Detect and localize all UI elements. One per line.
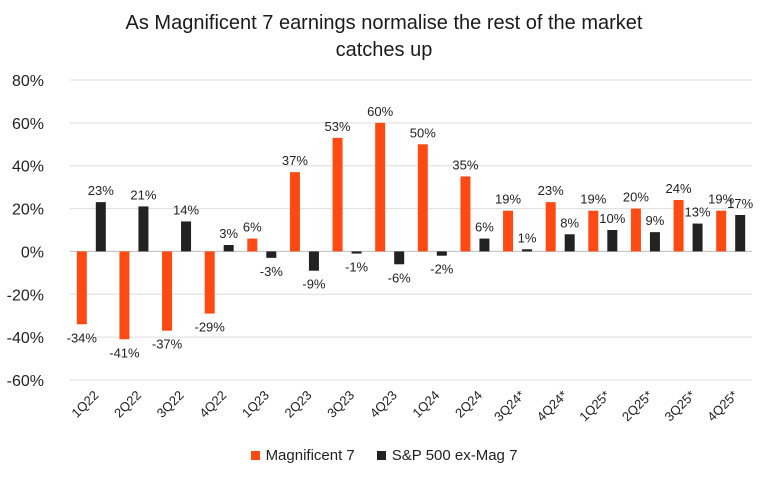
data-label-s-p-500-ex-mag-7-1q23: -3% xyxy=(260,264,284,279)
chart-title-line-2: catches up xyxy=(335,39,433,61)
bar-s-p-500-ex-mag-7-1q25 xyxy=(607,230,618,252)
bar-s-p-500-ex-mag-7-4q23 xyxy=(394,251,405,265)
bar-magnificent-7-1q22 xyxy=(76,251,87,325)
bar-magnificent-7-4q22 xyxy=(204,251,215,314)
legend-item-magnificent-7: Magnificent 7 xyxy=(250,447,355,464)
data-label-s-p-500-ex-mag-7-1q24: -2% xyxy=(430,262,454,277)
data-label-s-p-500-ex-mag-7-3q22: 14% xyxy=(173,202,199,217)
data-label-magnificent-7-2q25: 20% xyxy=(623,190,649,205)
bar-magnificent-7-4q23 xyxy=(375,122,386,252)
bar-magnificent-7-2q24 xyxy=(460,176,471,252)
bar-magnificent-7-4q25 xyxy=(716,210,727,252)
data-label-s-p-500-ex-mag-7-3q24: 1% xyxy=(518,230,537,245)
x-tick-label-3q23: 3Q23 xyxy=(324,388,357,421)
data-label-magnificent-7-2q22: -41% xyxy=(109,345,140,360)
x-tick-label-4q23: 4Q23 xyxy=(367,388,400,421)
bar-s-p-500-ex-mag-7-2q22 xyxy=(138,206,149,252)
x-tick-label-4q24: 4Q24* xyxy=(534,388,571,425)
x-tick-label-2q25: 2Q25* xyxy=(619,388,656,425)
x-tick-label-1q23: 1Q23 xyxy=(239,388,272,421)
data-label-s-p-500-ex-mag-7-4q23: -6% xyxy=(388,270,412,285)
bar-magnificent-7-1q25 xyxy=(588,210,599,252)
bar-s-p-500-ex-mag-7-2q23 xyxy=(308,251,319,271)
bar-magnificent-7-2q23 xyxy=(289,172,300,252)
x-tick-label-4q25: 4Q25* xyxy=(704,388,741,425)
chart-title-line-1: As Magnificent 7 earnings normalise the … xyxy=(125,12,643,34)
x-tick-label-3q22: 3Q22 xyxy=(154,388,187,421)
bar-s-p-500-ex-mag-7-1q22 xyxy=(95,202,106,252)
y-tick-label: -40% xyxy=(7,330,44,347)
bar-magnificent-7-2q25 xyxy=(630,208,641,252)
y-tick-label: 20% xyxy=(12,202,44,219)
y-tick-label: 60% xyxy=(12,116,44,133)
data-label-s-p-500-ex-mag-7-2q24: 6% xyxy=(475,220,494,235)
bar-magnificent-7-4q24 xyxy=(545,202,556,252)
y-tick-label: 40% xyxy=(12,159,44,176)
data-label-magnificent-7-2q24: 35% xyxy=(452,157,478,172)
data-label-s-p-500-ex-mag-7-2q25: 9% xyxy=(646,213,665,228)
y-tick-label: -60% xyxy=(7,373,44,390)
data-label-magnificent-7-4q24: 23% xyxy=(538,183,564,198)
bar-s-p-500-ex-mag-7-1q24 xyxy=(436,251,447,256)
data-label-s-p-500-ex-mag-7-3q23: -1% xyxy=(345,260,369,275)
data-label-magnificent-7-4q25: 19% xyxy=(708,192,734,207)
bar-s-p-500-ex-mag-7-2q24 xyxy=(479,238,490,252)
data-label-magnificent-7-3q23: 53% xyxy=(325,119,351,134)
bar-s-p-500-ex-mag-7-4q22 xyxy=(223,245,234,252)
bar-magnificent-7-3q22 xyxy=(162,251,173,331)
x-tick-label-1q25: 1Q25* xyxy=(576,388,613,425)
bar-magnificent-7-1q23 xyxy=(247,238,258,252)
data-label-s-p-500-ex-mag-7-3q25: 13% xyxy=(685,205,711,220)
x-tick-label-2q24: 2Q24 xyxy=(452,388,485,421)
data-label-magnificent-7-3q24: 19% xyxy=(495,192,521,207)
bar-magnificent-7-3q23 xyxy=(332,137,343,252)
data-label-magnificent-7-1q25: 19% xyxy=(580,192,606,207)
data-label-magnificent-7-1q22: -34% xyxy=(67,330,98,345)
data-label-s-p-500-ex-mag-7-1q25: 10% xyxy=(599,211,625,226)
x-tick-label-2q22: 2Q22 xyxy=(111,388,144,421)
data-label-magnificent-7-2q23: 37% xyxy=(282,153,308,168)
data-label-s-p-500-ex-mag-7-4q25: 17% xyxy=(727,196,753,211)
x-tick-label-1q22: 1Q22 xyxy=(68,388,101,421)
legend-swatch-magnificent-7 xyxy=(250,451,260,460)
x-tick-label-3q25: 3Q25* xyxy=(662,388,699,425)
data-label-magnificent-7-1q24: 50% xyxy=(410,125,436,140)
bar-magnificent-7-2q22 xyxy=(119,251,130,340)
data-label-s-p-500-ex-mag-7-2q23: -9% xyxy=(302,277,326,292)
bar-s-p-500-ex-mag-7-4q25 xyxy=(735,215,746,252)
data-label-s-p-500-ex-mag-7-2q22: 21% xyxy=(130,187,156,202)
bar-s-p-500-ex-mag-7-2q25 xyxy=(649,232,660,252)
bar-s-p-500-ex-mag-7-3q22 xyxy=(181,221,192,252)
legend-item-sp500-ex-mag7: S&P 500 ex-Mag 7 xyxy=(376,447,518,464)
x-tick-label-4q22: 4Q22 xyxy=(196,388,229,421)
data-label-magnificent-7-3q22: -37% xyxy=(152,337,183,352)
bar-s-p-500-ex-mag-7-3q23 xyxy=(351,251,362,254)
bar-s-p-500-ex-mag-7-1q23 xyxy=(266,251,277,258)
x-tick-label-3q24: 3Q24* xyxy=(491,388,528,425)
bar-s-p-500-ex-mag-7-3q25 xyxy=(692,223,703,252)
data-label-magnificent-7-3q25: 24% xyxy=(666,181,692,196)
bar-magnificent-7-1q24 xyxy=(417,144,428,252)
data-label-s-p-500-ex-mag-7-4q22: 3% xyxy=(219,226,238,241)
data-label-magnificent-7-4q23: 60% xyxy=(367,104,393,119)
y-tick-label: 80% xyxy=(12,73,44,90)
bar-magnificent-7-3q24 xyxy=(503,210,514,252)
legend-swatch-sp500-ex-mag7 xyxy=(376,451,386,460)
data-label-magnificent-7-1q23: 6% xyxy=(243,220,262,235)
x-tick-label-1q24: 1Q24 xyxy=(409,388,442,421)
bar-s-p-500-ex-mag-7-3q24 xyxy=(522,249,533,252)
data-label-s-p-500-ex-mag-7-1q22: 23% xyxy=(88,183,114,198)
bar-magnificent-7-3q25 xyxy=(673,200,684,252)
y-tick-label: 0% xyxy=(21,244,44,261)
bar-s-p-500-ex-mag-7-4q24 xyxy=(564,234,575,252)
legend-label-sp500-ex-mag7: S&P 500 ex-Mag 7 xyxy=(391,447,518,464)
y-tick-label: -20% xyxy=(7,287,44,304)
legend-label-magnificent-7: Magnificent 7 xyxy=(265,447,355,464)
legend: Magnificent 7 S&P 500 ex-Mag 7 xyxy=(0,447,768,464)
data-label-magnificent-7-4q22: -29% xyxy=(195,320,226,335)
data-label-s-p-500-ex-mag-7-4q24: 8% xyxy=(560,215,579,230)
x-tick-label-2q23: 2Q23 xyxy=(281,388,314,421)
